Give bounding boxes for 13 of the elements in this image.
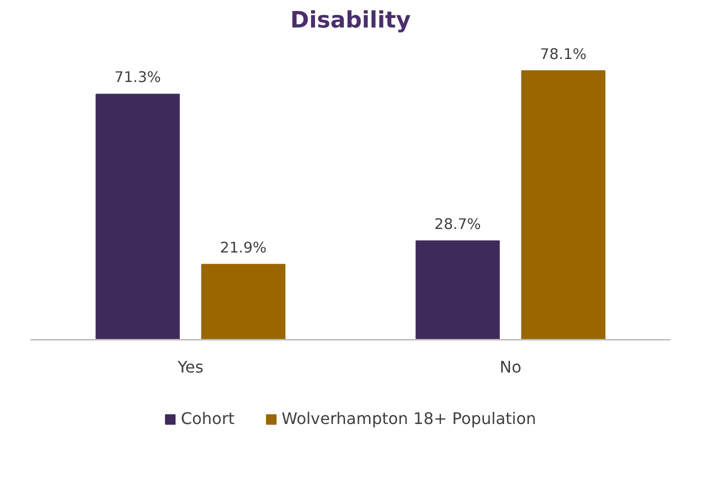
data-label: 71.3% bbox=[114, 69, 162, 86]
x-tick-label: No bbox=[500, 358, 522, 377]
legend-label: Wolverhampton 18+ Population bbox=[282, 409, 536, 428]
bar bbox=[521, 70, 606, 340]
legend-label: Cohort bbox=[180, 409, 235, 428]
data-label: 78.1% bbox=[540, 46, 587, 63]
bar bbox=[416, 240, 500, 340]
chart-title: Disability bbox=[290, 8, 411, 34]
bar bbox=[96, 94, 180, 340]
bar bbox=[201, 264, 286, 340]
data-label: 28.7% bbox=[434, 216, 482, 233]
data-label: 21.9% bbox=[220, 239, 267, 256]
x-tick-label: Yes bbox=[176, 358, 204, 377]
